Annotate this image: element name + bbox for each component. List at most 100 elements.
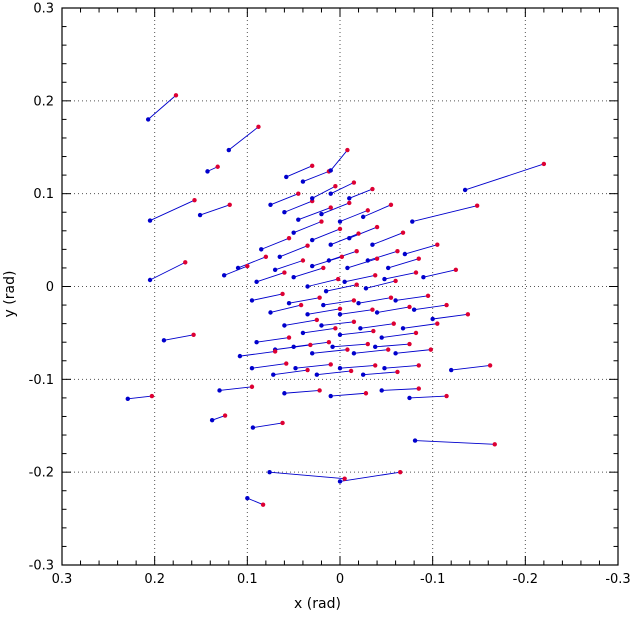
start-point — [300, 179, 306, 184]
end-point — [282, 270, 287, 275]
y-tick-label: 0.2 — [33, 94, 54, 109]
end-point — [333, 184, 338, 189]
end-point — [173, 93, 179, 98]
end-point — [388, 295, 394, 300]
start-point — [286, 301, 292, 306]
end-point — [365, 341, 370, 347]
start-point — [421, 275, 426, 280]
start-point — [235, 265, 241, 271]
end-point — [356, 231, 361, 236]
end-point — [317, 388, 322, 393]
vector-line — [295, 364, 331, 369]
x-tick-label: -0.2 — [513, 572, 538, 587]
x-tick-label: 0.3 — [52, 572, 73, 587]
start-point — [249, 365, 255, 371]
start-point — [161, 338, 167, 343]
end-point — [416, 386, 421, 391]
end-point — [245, 263, 250, 269]
end-point — [345, 147, 350, 153]
vector-line — [284, 200, 313, 213]
end-point — [260, 502, 266, 507]
start-point — [412, 438, 418, 443]
end-point — [435, 321, 440, 326]
gridlines — [62, 8, 618, 565]
end-point — [347, 200, 352, 206]
start-point — [328, 191, 333, 196]
start-point — [328, 242, 333, 247]
vector-line — [339, 209, 368, 222]
start-point — [385, 265, 391, 271]
start-point — [254, 279, 259, 285]
vector-line — [284, 390, 320, 394]
start-point — [197, 212, 203, 218]
start-point — [337, 365, 343, 371]
axis-ticks — [61, 7, 619, 566]
vector-line — [330, 182, 355, 195]
vector-line — [237, 256, 267, 269]
start-point — [125, 396, 130, 402]
vector-line — [349, 226, 378, 239]
end-point — [393, 278, 398, 284]
vector-line — [279, 245, 308, 258]
start-point — [410, 219, 415, 224]
vector-line — [270, 304, 302, 313]
end-point — [310, 163, 315, 169]
vector-line — [360, 323, 394, 329]
end-point — [395, 249, 400, 254]
vector-line — [247, 497, 264, 506]
vector-line — [326, 284, 357, 292]
start-point — [267, 469, 272, 475]
start-point — [402, 251, 408, 257]
y-tick-label: 0 — [46, 280, 54, 295]
start-point — [330, 344, 335, 350]
end-point — [286, 236, 292, 241]
end-point — [308, 342, 313, 348]
start-point — [337, 219, 343, 224]
start-point — [282, 323, 287, 328]
start-point — [393, 351, 398, 356]
vector-line — [302, 327, 336, 334]
start-point — [226, 147, 231, 153]
vector-line — [211, 415, 226, 421]
end-point — [335, 276, 341, 282]
vector-line — [415, 440, 495, 445]
tick-labels: 0.3 0.2 0.1 0 -0.1 -0.2 -0.30.30.20.10-0.1-0.2… — [29, 2, 631, 588]
end-point — [465, 312, 471, 317]
start-point — [282, 391, 287, 396]
end-point — [444, 302, 449, 308]
start-point — [249, 298, 255, 303]
end-point — [416, 363, 421, 368]
vector-line — [451, 364, 491, 371]
start-point — [271, 372, 276, 377]
vector-line — [376, 306, 410, 313]
end-point — [321, 265, 326, 271]
vector-line — [414, 304, 447, 311]
vector-line — [339, 364, 376, 369]
start-point — [237, 353, 243, 359]
vector-line — [362, 204, 392, 218]
vector-line — [149, 199, 195, 221]
start-point — [300, 330, 306, 336]
end-point — [249, 384, 255, 389]
end-point — [263, 254, 269, 259]
vector-line — [365, 280, 396, 289]
start-point — [291, 275, 296, 280]
vector-line — [464, 163, 545, 191]
end-point — [298, 302, 304, 308]
vector-line — [339, 471, 401, 482]
end-point — [492, 442, 497, 447]
vector-line — [367, 250, 398, 261]
vector-line — [149, 261, 186, 281]
start-point — [291, 230, 296, 235]
end-point — [296, 191, 301, 196]
start-point — [374, 310, 380, 315]
x-tick-label: 0.2 — [144, 572, 165, 587]
x-axis-label: x (rad) — [294, 596, 341, 612]
end-point — [317, 295, 322, 300]
vector-line — [372, 232, 404, 246]
start-point — [323, 288, 329, 294]
start-point — [145, 117, 151, 122]
end-point — [428, 347, 434, 352]
start-point — [291, 344, 296, 350]
